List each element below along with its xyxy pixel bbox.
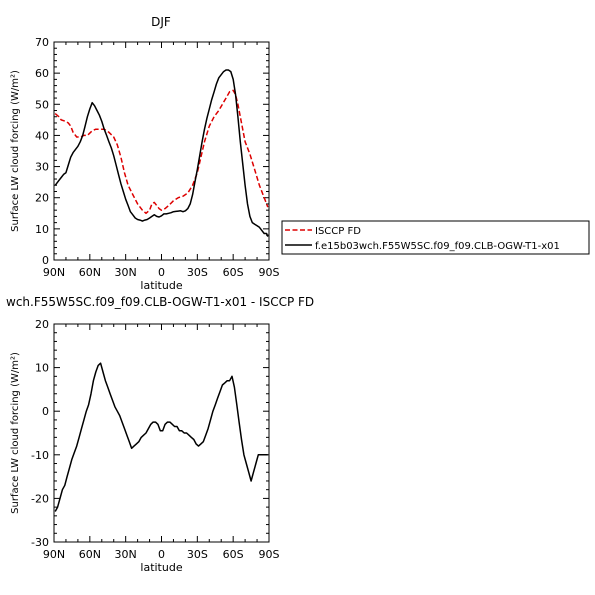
series-line-1 bbox=[54, 69, 269, 237]
x-tick-label: 30S bbox=[187, 548, 208, 561]
x-tick-label: 0 bbox=[158, 266, 165, 279]
y-tick-label: 20 bbox=[35, 318, 49, 331]
x-tick-label: 60S bbox=[223, 266, 244, 279]
x-tick-label: 0 bbox=[158, 548, 165, 561]
y-tick-label: 50 bbox=[35, 98, 49, 111]
y-tick-label: 30 bbox=[35, 161, 49, 174]
x-tick-label: 30S bbox=[187, 266, 208, 279]
y-tick-label: 60 bbox=[35, 67, 49, 80]
legend-label-0: ISCCP FD bbox=[315, 226, 361, 237]
legend-label-1: f.e15b03wch.F55W5SC.f09_f09.CLB-OGW-T1-x… bbox=[315, 241, 560, 252]
y-tick-label: 10 bbox=[35, 362, 49, 375]
y-tick-label: -20 bbox=[31, 492, 49, 505]
x-tick-label: 60N bbox=[79, 266, 101, 279]
chart-title: wch.F55W5SC.f09_f09.CLB-OGW-T1-x01 - ISC… bbox=[6, 295, 314, 309]
y-tick-label: 40 bbox=[35, 129, 49, 142]
x-tick-label: 90S bbox=[259, 548, 280, 561]
x-axis-label: latitude bbox=[140, 279, 182, 292]
x-tick-label: 30N bbox=[115, 548, 137, 561]
y-tick-label: -10 bbox=[31, 449, 49, 462]
series-line-0 bbox=[54, 89, 269, 215]
chart-title: DJF bbox=[151, 15, 171, 29]
x-tick-label: 60S bbox=[223, 548, 244, 561]
y-tick-label: 0 bbox=[42, 405, 49, 418]
series-line-0 bbox=[54, 362, 268, 512]
y-axis-label: Surface LW cloud forcing (W/m²) bbox=[10, 70, 21, 232]
y-tick-label: 0 bbox=[42, 254, 49, 267]
x-tick-label: 60N bbox=[79, 548, 101, 561]
plot-frame bbox=[53, 41, 270, 261]
y-tick-label: -30 bbox=[31, 536, 49, 549]
x-axis-label: latitude bbox=[140, 561, 182, 574]
y-tick-label: 10 bbox=[35, 223, 49, 236]
legend-box bbox=[281, 220, 590, 255]
x-tick-label: 90S bbox=[259, 266, 280, 279]
x-tick-label: 90N bbox=[43, 548, 65, 561]
plot-frame bbox=[53, 323, 270, 543]
y-axis-label: Surface LW cloud forcing (W/m²) bbox=[10, 352, 21, 514]
x-tick-label: 90N bbox=[43, 266, 65, 279]
y-tick-label: 20 bbox=[35, 192, 49, 205]
y-tick-label: 70 bbox=[35, 36, 49, 49]
x-tick-label: 30N bbox=[115, 266, 137, 279]
